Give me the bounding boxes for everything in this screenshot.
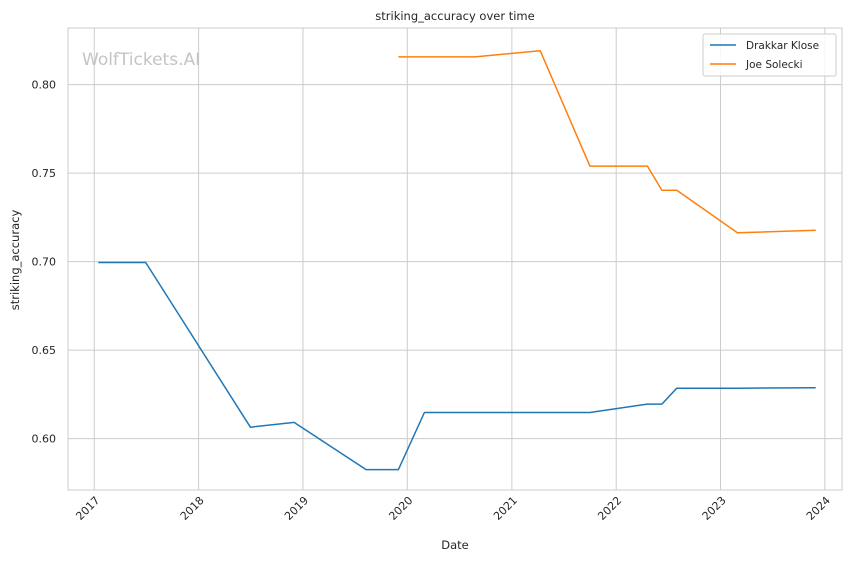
legend: Drakkar Klose Joe Solecki (702, 33, 837, 77)
y-tick-label: 0.80 (32, 79, 57, 92)
x-tick-label: 2017 (73, 494, 102, 523)
legend-label: Drakkar Klose (746, 40, 819, 52)
y-tick-label: 0.70 (32, 256, 57, 269)
chart-title: striking_accuracy over time (375, 9, 534, 23)
x-tick-labels: 2017 2018 2019 2020 2021 2022 2023 2024 (73, 494, 833, 523)
y-tick-label: 0.75 (32, 167, 57, 180)
x-tick-label: 2019 (282, 494, 311, 523)
series-line-joe-solecki (398, 49, 816, 234)
x-tick-label: 2022 (595, 494, 624, 523)
series-line-drakkar-klose (98, 261, 816, 471)
legend-box (702, 33, 837, 77)
x-tick-label: 2021 (491, 494, 520, 523)
y-axis-label: striking_accuracy (8, 210, 22, 311)
x-tick-label: 2024 (804, 494, 833, 523)
grid-lines (68, 28, 842, 490)
x-tick-label: 2018 (178, 494, 207, 523)
x-tick-label: 2020 (386, 494, 415, 523)
series-lines (98, 49, 816, 471)
y-tick-labels: 0.60 0.65 0.70 0.75 0.80 (32, 79, 57, 446)
x-axis-label: Date (441, 538, 469, 552)
y-tick-label: 0.65 (32, 344, 57, 357)
plot-frame (67, 27, 843, 491)
y-tick-label: 0.60 (32, 433, 57, 446)
watermark: WolfTickets.AI (82, 50, 200, 70)
legend-label: Joe Solecki (745, 59, 803, 71)
x-tick-label: 2023 (700, 494, 729, 523)
